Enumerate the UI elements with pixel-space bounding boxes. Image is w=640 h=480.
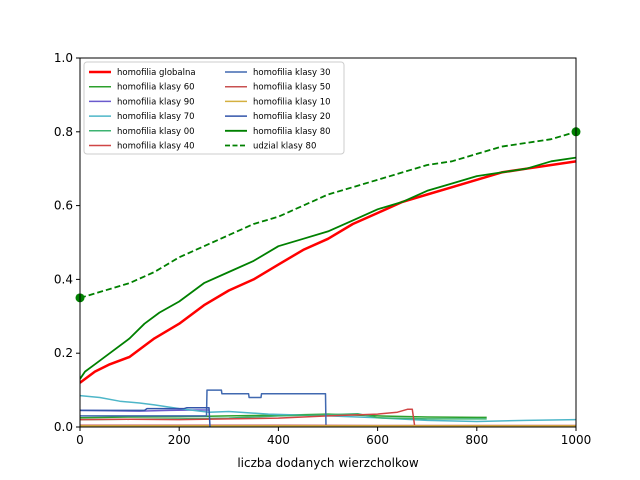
y-tick-label: 0.8	[54, 125, 73, 139]
x-tick-label: 600	[366, 433, 389, 447]
series-line-5	[80, 408, 416, 427]
series-line-11	[80, 130, 576, 299]
series-line-9	[80, 407, 211, 427]
legend-entry-1: homofilia klasy 60	[117, 83, 195, 93]
legend-entry-10: homofilia klasy 80	[253, 127, 331, 137]
legend-entry-9: homofilia klasy 20	[253, 112, 331, 122]
series-line-10	[80, 156, 576, 380]
x-tick-label: 400	[267, 433, 290, 447]
y-tick-label: 0.6	[54, 199, 73, 213]
axes: 0 200 400 600 800 1000 0.0 0.2 0.4 0.6 0.8 1.0	[54, 51, 591, 447]
y-tick-label: 0.2	[54, 346, 73, 360]
y-tick-label: 0.0	[54, 420, 73, 434]
x-tick-label: 0	[76, 433, 84, 447]
legend-entry-2: homofilia klasy 90	[117, 97, 195, 107]
x-tick-label: 1000	[561, 433, 592, 447]
plot-area	[75, 127, 581, 427]
y-tick-label: 0.4	[54, 272, 73, 286]
x-axis-label: liczba dodanych wierzcholkow	[237, 456, 419, 470]
legend: homofilia globalna homofilia klasy 60 homo…	[83, 61, 345, 155]
legend-entry-3: homofilia klasy 70	[117, 112, 195, 122]
legend-box	[83, 61, 345, 155]
legend-entry-8: homofilia klasy 10	[253, 97, 331, 107]
legend-entry-7: homofilia klasy 50	[253, 83, 331, 93]
series-line-0	[80, 160, 576, 384]
series-line-6	[80, 389, 327, 427]
legend-entry-11: udzial klasy 80	[253, 142, 316, 152]
legend-entry-0: homofilia globalna	[117, 68, 196, 78]
y-tick-label: 1.0	[54, 51, 73, 65]
plot-frame	[79, 57, 577, 428]
series-line-3	[80, 394, 576, 423]
x-tick-label: 200	[168, 433, 191, 447]
legend-entry-5: homofilia klasy 40	[117, 142, 195, 152]
legend-entry-6: homofilia klasy 30	[253, 68, 331, 78]
legend-entry-4: homofilia klasy 00	[117, 127, 195, 137]
x-tick-label: 800	[465, 433, 488, 447]
